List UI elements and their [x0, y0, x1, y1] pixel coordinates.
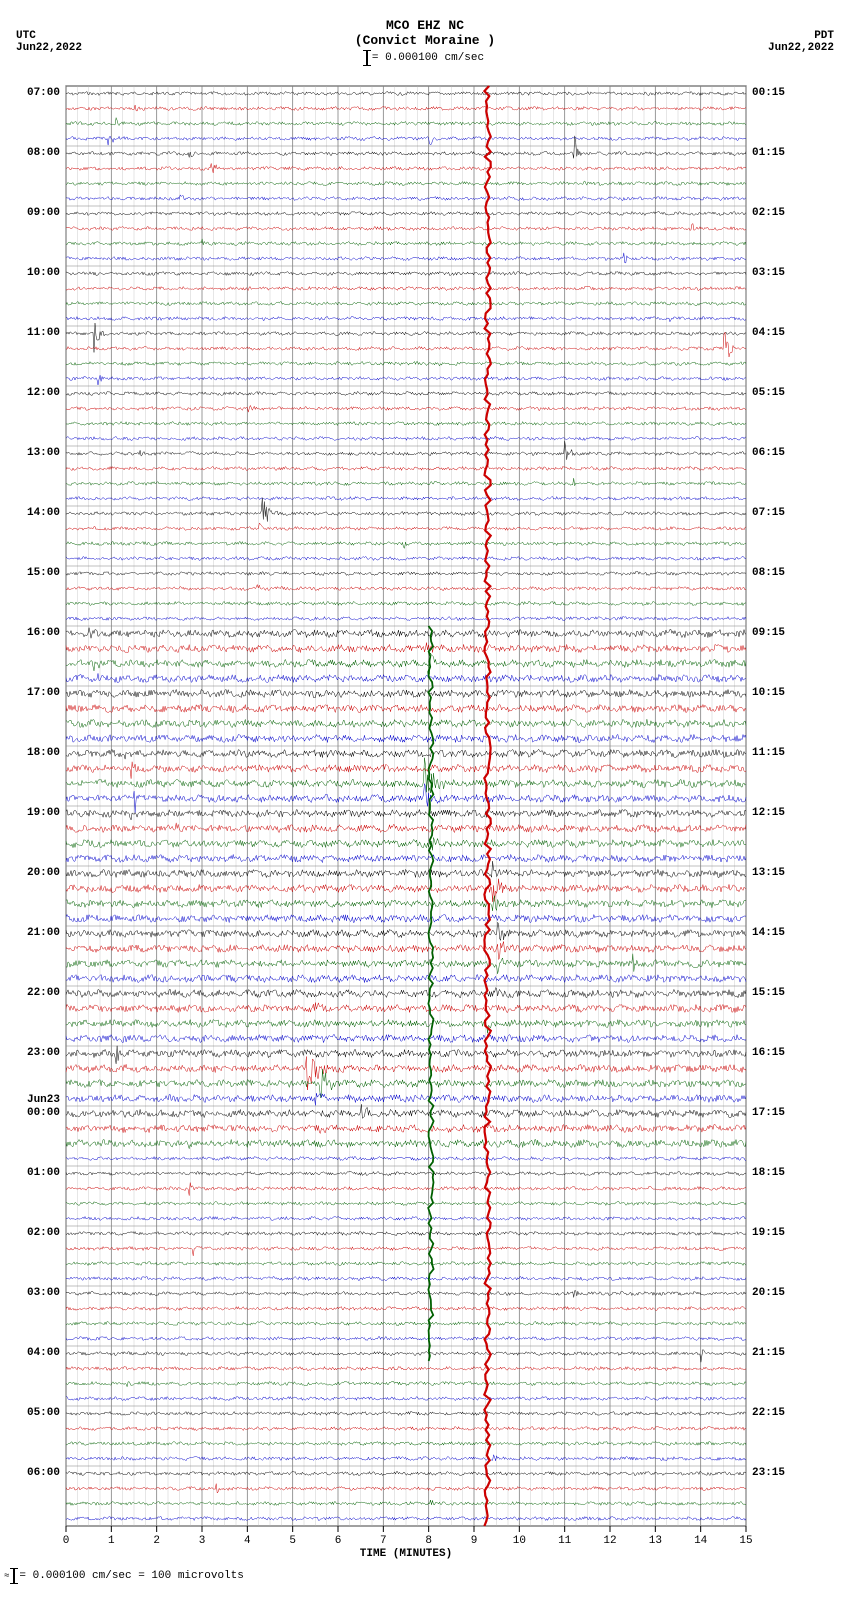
svg-text:23:00: 23:00 [27, 1047, 60, 1059]
svg-text:03:15: 03:15 [752, 267, 785, 279]
svg-text:10:15: 10:15 [752, 687, 785, 699]
svg-text:21:00: 21:00 [27, 927, 60, 939]
svg-text:11:15: 11:15 [752, 747, 785, 759]
svg-text:03:00: 03:00 [27, 1287, 60, 1299]
tz-left: UTC Jun22,2022 [16, 30, 82, 54]
svg-text:22:15: 22:15 [752, 1407, 785, 1419]
scale-indicator: = 0.000100 cm/sec [366, 50, 484, 66]
svg-text:22:00: 22:00 [27, 987, 60, 999]
svg-text:09:15: 09:15 [752, 627, 785, 639]
svg-text:14: 14 [694, 1535, 708, 1547]
tz-right-date: Jun22,2022 [768, 42, 834, 54]
svg-text:01:00: 01:00 [27, 1167, 60, 1179]
svg-text:05:15: 05:15 [752, 387, 785, 399]
svg-text:6: 6 [335, 1535, 342, 1547]
svg-text:00:15: 00:15 [752, 87, 785, 99]
svg-text:20:15: 20:15 [752, 1287, 785, 1299]
svg-text:18:15: 18:15 [752, 1167, 785, 1179]
svg-text:5: 5 [289, 1535, 296, 1547]
svg-text:04:15: 04:15 [752, 327, 785, 339]
svg-text:16:00: 16:00 [27, 627, 60, 639]
svg-text:08:15: 08:15 [752, 567, 785, 579]
svg-text:TIME (MINUTES): TIME (MINUTES) [360, 1548, 452, 1560]
tz-left-label: UTC [16, 30, 82, 42]
footnote: ≈ = 0.000100 cm/sec = 100 microvolts [0, 1562, 850, 1588]
svg-text:14:15: 14:15 [752, 927, 785, 939]
svg-text:20:00: 20:00 [27, 867, 60, 879]
svg-text:14:00: 14:00 [27, 507, 60, 519]
svg-text:17:15: 17:15 [752, 1107, 785, 1119]
svg-text:15:15: 15:15 [752, 987, 785, 999]
svg-text:21:15: 21:15 [752, 1347, 785, 1359]
scale-bar-icon [13, 1568, 15, 1584]
station-location: (Convict Moraine ) [0, 33, 850, 48]
svg-text:06:00: 06:00 [27, 1467, 60, 1479]
scale-text: = 0.000100 cm/sec [372, 52, 484, 64]
svg-text:11:00: 11:00 [27, 327, 60, 339]
svg-text:06:15: 06:15 [752, 447, 785, 459]
svg-text:07:00: 07:00 [27, 87, 60, 99]
svg-text:2: 2 [153, 1535, 160, 1547]
svg-text:10:00: 10:00 [27, 267, 60, 279]
svg-text:10: 10 [513, 1535, 526, 1547]
seismogram-svg: 07:00 00:15 08:00 01:15 09:00 02:15 10:00 03:15… [16, 78, 796, 1562]
header: UTC Jun22,2022 PDT Jun22,2022 MCO EHZ NC… [0, 0, 850, 70]
svg-text:7: 7 [380, 1535, 387, 1547]
tz-left-date: Jun22,2022 [16, 42, 82, 54]
svg-text:12: 12 [603, 1535, 616, 1547]
svg-text:19:15: 19:15 [752, 1227, 785, 1239]
svg-text:02:15: 02:15 [752, 207, 785, 219]
svg-text:04:00: 04:00 [27, 1347, 60, 1359]
svg-text:Jun23: Jun23 [27, 1094, 60, 1106]
svg-text:07:15: 07:15 [752, 507, 785, 519]
svg-text:9: 9 [471, 1535, 478, 1547]
svg-text:05:00: 05:00 [27, 1407, 60, 1419]
svg-text:02:00: 02:00 [27, 1227, 60, 1239]
svg-text:16:15: 16:15 [752, 1047, 785, 1059]
svg-text:1: 1 [108, 1535, 115, 1547]
footnote-text: = 0.000100 cm/sec = 100 microvolts [19, 1570, 243, 1582]
svg-text:01:15: 01:15 [752, 147, 785, 159]
svg-text:15:00: 15:00 [27, 567, 60, 579]
tz-right-label: PDT [768, 30, 834, 42]
svg-text:12:00: 12:00 [27, 387, 60, 399]
svg-text:23:15: 23:15 [752, 1467, 785, 1479]
scale-bar-icon [366, 50, 368, 66]
svg-text:12:15: 12:15 [752, 807, 785, 819]
svg-text:0: 0 [63, 1535, 70, 1547]
seismogram-chart: 07:00 00:15 08:00 01:15 09:00 02:15 10:00 03:15… [16, 78, 834, 1562]
svg-text:8: 8 [425, 1535, 432, 1547]
svg-text:4: 4 [244, 1535, 251, 1547]
svg-text:3: 3 [199, 1535, 206, 1547]
svg-text:13:15: 13:15 [752, 867, 785, 879]
svg-text:13:00: 13:00 [27, 447, 60, 459]
svg-text:08:00: 08:00 [27, 147, 60, 159]
footnote-prefix: ≈ [4, 1571, 9, 1581]
svg-text:18:00: 18:00 [27, 747, 60, 759]
svg-text:19:00: 19:00 [27, 807, 60, 819]
svg-text:11: 11 [558, 1535, 572, 1547]
station-code: MCO EHZ NC [0, 18, 850, 33]
svg-text:17:00: 17:00 [27, 687, 60, 699]
svg-text:15: 15 [739, 1535, 752, 1547]
svg-text:13: 13 [649, 1535, 662, 1547]
svg-text:09:00: 09:00 [27, 207, 60, 219]
tz-right: PDT Jun22,2022 [768, 30, 834, 54]
svg-text:00:00: 00:00 [27, 1107, 60, 1119]
